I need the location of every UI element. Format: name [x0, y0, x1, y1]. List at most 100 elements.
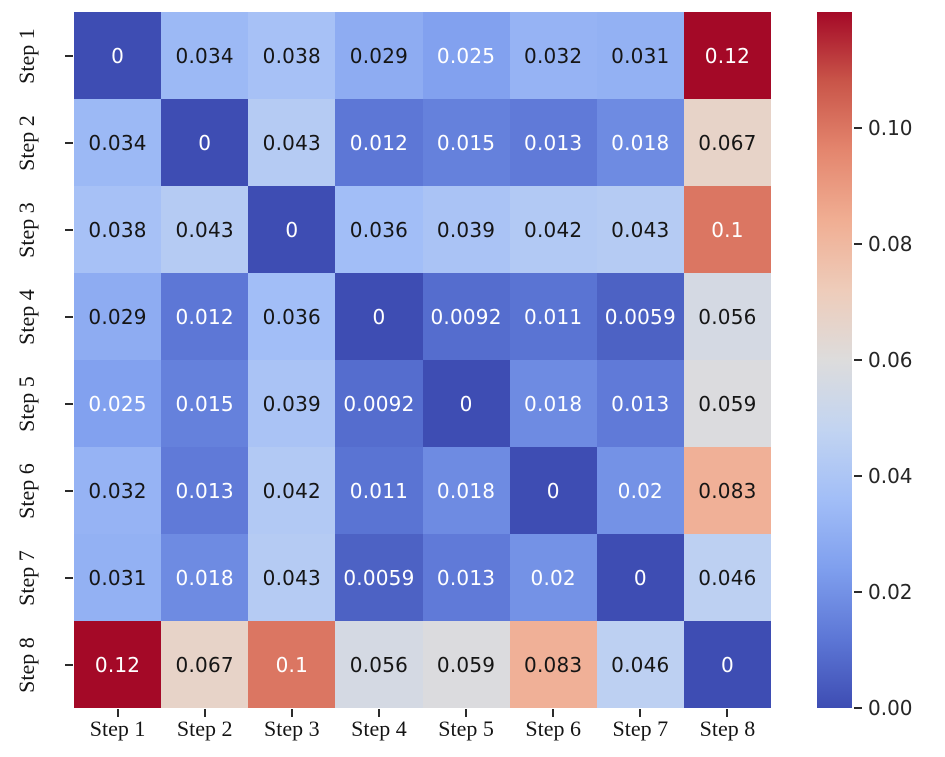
heatmap-cell-r4-c5: 0.0092 — [422, 273, 510, 360]
x-tick-mark-7 — [639, 709, 642, 717]
y-tick-mark-1 — [65, 54, 73, 57]
colorbar-tick-mark-6 — [854, 127, 862, 129]
heatmap-cell-r3-c1: 0.038 — [74, 186, 162, 273]
heatmap-cell-r8-c2: 0.067 — [161, 621, 249, 708]
heatmap-cell-r3-c5: 0.039 — [422, 186, 510, 273]
y-tick-label-3: Step 3 — [14, 201, 39, 258]
heatmap-cell-r5-c3: 0.039 — [248, 360, 336, 447]
colorbar-tick-mark-3 — [854, 475, 862, 477]
heatmap-cell-r4-c1: 0.029 — [74, 273, 162, 360]
x-tick-mark-6 — [552, 709, 555, 717]
heatmap-cell-r4-c6: 0.011 — [509, 273, 597, 360]
x-tick-mark-3 — [290, 709, 293, 717]
heatmap-cell-r1-c7: 0.031 — [596, 12, 684, 99]
x-tick-mark-2 — [203, 709, 206, 717]
heatmap-grid: 0 0.034 0.038 0.029 0.025 0.032 0.031 0.12 0.034… — [74, 12, 771, 708]
heatmap-cell-r6-c4: 0.011 — [335, 447, 423, 534]
heatmap-cell-r8-c5: 0.059 — [422, 621, 510, 708]
y-tick-label-5: Step 5 — [14, 375, 39, 432]
colorbar-tick-label-3: 0.04 — [868, 464, 913, 488]
heatmap-cell-r3-c7: 0.043 — [596, 186, 684, 273]
heatmap-cell-r1-c6: 0.032 — [509, 12, 597, 99]
heatmap-cell-r5-c5: 0 — [422, 360, 510, 447]
heatmap-cell-r2-c6: 0.013 — [509, 99, 597, 186]
heatmap-cell-r1-c4: 0.029 — [335, 12, 423, 99]
heatmap-cell-r7-c4: 0.0059 — [335, 534, 423, 621]
x-tick-mark-5 — [465, 709, 468, 717]
x-tick-label-5: Step 5 — [438, 716, 494, 741]
heatmap-cell-r3-c3: 0 — [248, 186, 336, 273]
x-tick-mark-8 — [726, 709, 729, 717]
heatmap-cell-r8-c3: 0.1 — [248, 621, 336, 708]
heatmap-cell-r7-c6: 0.02 — [509, 534, 597, 621]
heatmap-cell-r2-c2: 0 — [161, 99, 249, 186]
x-tick-label-4: Step 4 — [351, 716, 407, 741]
colorbar-tick-label-5: 0.08 — [868, 232, 913, 256]
heatmap-cell-r2-c1: 0.034 — [74, 99, 162, 186]
colorbar-tick-label-1: 0.00 — [868, 696, 913, 720]
heatmap-cell-r5-c6: 0.018 — [509, 360, 597, 447]
heatmap-cell-r6-c7: 0.02 — [596, 447, 684, 534]
colorbar-tick-label-2: 0.02 — [868, 580, 913, 604]
heatmap-cell-r5-c1: 0.025 — [74, 360, 162, 447]
x-tick-label-3: Step 3 — [264, 716, 320, 741]
x-tick-label-6: Step 6 — [525, 716, 581, 741]
y-tick-mark-2 — [65, 141, 73, 144]
heatmap-cell-r6-c6: 0 — [509, 447, 597, 534]
heatmap-cell-r3-c4: 0.036 — [335, 186, 423, 273]
heatmap-cell-r4-c3: 0.036 — [248, 273, 336, 360]
heatmap-cell-r8-c1: 0.12 — [74, 621, 162, 708]
x-tick-label-2: Step 2 — [176, 716, 233, 741]
heatmap-cell-r1-c2: 0.034 — [161, 12, 249, 99]
x-tick-mark-1 — [116, 709, 119, 717]
colorbar — [817, 12, 852, 708]
colorbar-tick-mark-2 — [854, 591, 862, 593]
heatmap-cell-r2-c3: 0.043 — [248, 99, 336, 186]
colorbar-tick-mark-5 — [854, 243, 862, 245]
heatmap-cell-r7-c8: 0.046 — [683, 534, 771, 621]
x-tick-label-8: Step 8 — [699, 716, 756, 741]
heatmap-cell-r5-c8: 0.059 — [683, 360, 771, 447]
y-tick-label-6: Step 6 — [14, 462, 39, 519]
heatmap-cell-r3-c8: 0.1 — [683, 186, 771, 273]
y-tick-mark-6 — [65, 489, 73, 492]
heatmap-cell-r8-c8: 0 — [683, 621, 771, 708]
y-tick-mark-4 — [65, 315, 73, 318]
heatmap-cell-r1-c3: 0.038 — [248, 12, 336, 99]
heatmap-cell-r7-c2: 0.018 — [161, 534, 249, 621]
y-tick-mark-5 — [65, 402, 73, 405]
heatmap-cell-r5-c7: 0.013 — [596, 360, 684, 447]
y-tick-label-8: Step 8 — [14, 636, 39, 693]
heatmap-cell-r8-c7: 0.046 — [596, 621, 684, 708]
colorbar-tick-mark-4 — [854, 359, 862, 361]
heatmap-cell-r6-c5: 0.018 — [422, 447, 510, 534]
heatmap-cell-r4-c7: 0.0059 — [596, 273, 684, 360]
colorbar-tick-mark-1 — [854, 707, 862, 709]
heatmap-cell-r7-c7: 0 — [596, 534, 684, 621]
heatmap-cell-r2-c7: 0.018 — [596, 99, 684, 186]
heatmap-cell-r1-c5: 0.025 — [422, 12, 510, 99]
heatmap-cell-r4-c2: 0.012 — [161, 273, 249, 360]
heatmap-cell-r2-c4: 0.012 — [335, 99, 423, 186]
y-tick-label-4: Step 4 — [14, 288, 39, 345]
heatmap-cell-r2-c8: 0.067 — [683, 99, 771, 186]
x-tick-mark-4 — [377, 709, 380, 717]
x-tick-label-1: Step 1 — [89, 716, 146, 741]
heatmap-cell-r6-c2: 0.013 — [161, 447, 249, 534]
heatmap-cell-r5-c2: 0.015 — [161, 360, 249, 447]
heatmap-cell-r7-c1: 0.031 — [74, 534, 162, 621]
y-tick-mark-8 — [65, 663, 73, 666]
heatmap-cell-r8-c6: 0.083 — [509, 621, 597, 708]
heatmap-cell-r5-c4: 0.0092 — [335, 360, 423, 447]
heatmap-cell-r8-c4: 0.056 — [335, 621, 423, 708]
heatmap-cell-r3-c2: 0.043 — [161, 186, 249, 273]
heatmap-cell-r6-c3: 0.042 — [248, 447, 336, 534]
y-tick-label-2: Step 2 — [14, 114, 39, 171]
heatmap-cell-r1-c8: 0.12 — [683, 12, 771, 99]
heatmap-cell-r6-c1: 0.032 — [74, 447, 162, 534]
heatmap-cell-r3-c6: 0.042 — [509, 186, 597, 273]
heatmap-cell-r7-c5: 0.013 — [422, 534, 510, 621]
heatmap-cell-r7-c3: 0.043 — [248, 534, 336, 621]
y-tick-mark-7 — [65, 576, 73, 579]
